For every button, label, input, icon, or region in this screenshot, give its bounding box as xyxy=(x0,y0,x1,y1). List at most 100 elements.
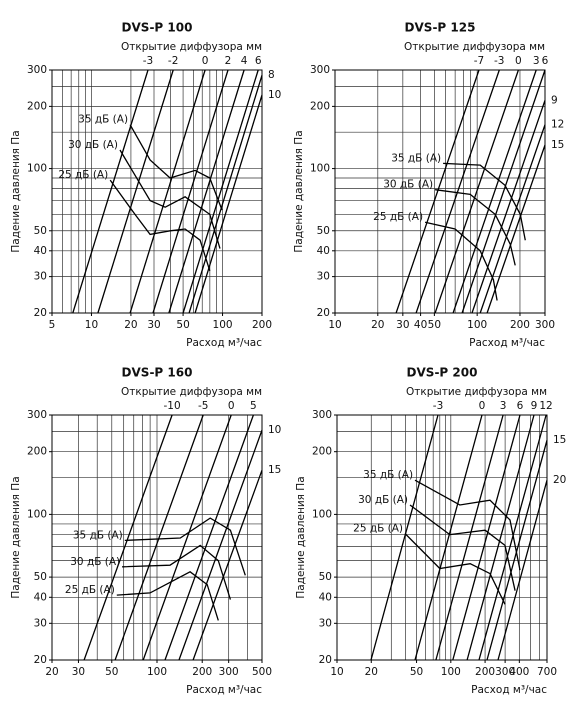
opening-label: 5 xyxy=(250,400,257,412)
opening-line xyxy=(142,414,232,661)
x-axis-label: Расход м³/час xyxy=(469,337,545,349)
x-axis-label: Расход м³/час xyxy=(186,337,262,349)
opening-label: 2 xyxy=(225,55,232,67)
noise-curve xyxy=(129,124,223,211)
noise-label: 25 дБ (A) xyxy=(58,169,108,181)
x-tick-label: 10 xyxy=(328,319,341,331)
opening-line xyxy=(395,69,480,314)
y-tick-label: 100 xyxy=(312,508,332,520)
x-tick-label: 20 xyxy=(45,666,58,678)
chart-panel: DVS-P 200 Открытие диффузора мм Расход м³/… xyxy=(295,366,566,697)
opening-label: 6 xyxy=(517,400,524,412)
opening-label: -3 xyxy=(494,55,504,67)
noise-curve xyxy=(409,504,516,591)
x-tick-label: 400 xyxy=(509,666,529,678)
noise-label: 25 дБ (A) xyxy=(373,211,423,223)
top-axis-label: Открытие диффузора мм xyxy=(121,41,262,53)
noise-label: 30 дБ (A) xyxy=(383,179,433,191)
y-tick-label: 30 xyxy=(317,271,330,283)
plot-frame xyxy=(336,414,548,661)
noise-curve xyxy=(443,162,526,241)
y-tick-label: 40 xyxy=(34,591,47,603)
opening-line xyxy=(497,480,548,661)
noise-label: 30 дБ (A) xyxy=(68,139,118,151)
opening-label: 10 xyxy=(268,424,281,436)
top-axis-label: Открытие диффузора мм xyxy=(404,41,545,53)
opening-label: -5 xyxy=(198,400,208,412)
x-axis-label: Расход м³/час xyxy=(471,684,547,696)
opening-label: 0 xyxy=(515,55,522,67)
chart-panel: DVS-P 100 Открытие диффузора мм Расход м³/… xyxy=(10,21,281,350)
y-tick-label: 300 xyxy=(27,409,47,421)
y-axis-label: Падение давления Па xyxy=(10,130,22,252)
x-tick-label: 100 xyxy=(467,319,487,331)
opening-line xyxy=(414,414,483,661)
y-tick-label: 50 xyxy=(319,571,332,583)
y-tick-label: 30 xyxy=(34,617,47,629)
noise-label: 35 дБ (A) xyxy=(391,152,441,164)
opening-line xyxy=(435,414,504,661)
opening-line xyxy=(479,124,546,314)
opening-label: 15 xyxy=(551,139,564,151)
x-tick-label: 50 xyxy=(105,666,118,678)
noise-curve xyxy=(435,189,516,266)
opening-label: 10 xyxy=(268,89,281,101)
opening-label: 12 xyxy=(551,119,564,131)
x-tick-label: 10 xyxy=(85,319,98,331)
opening-label: 15 xyxy=(553,434,566,446)
x-tick-label: 100 xyxy=(441,666,461,678)
opening-line xyxy=(72,69,149,314)
opening-label: 6 xyxy=(542,55,549,67)
chart-panel: DVS-P 160 Открытие диффузора мм Расход м³/… xyxy=(10,366,281,697)
opening-line xyxy=(466,414,535,661)
x-tick-label: 100 xyxy=(213,319,233,331)
x-tick-label: 300 xyxy=(219,666,239,678)
noise-curve xyxy=(404,533,506,605)
opening-label: 12 xyxy=(539,400,552,412)
y-tick-label: 200 xyxy=(27,446,47,458)
opening-line xyxy=(152,69,229,314)
noise-curve xyxy=(124,517,246,576)
opening-line xyxy=(471,100,546,314)
y-tick-label: 20 xyxy=(34,307,47,319)
x-tick-label: 30 xyxy=(72,666,85,678)
opening-label: 9 xyxy=(551,94,558,106)
x-tick-label: 500 xyxy=(252,666,272,678)
y-tick-label: 50 xyxy=(34,571,47,583)
x-tick-label: 10 xyxy=(330,666,343,678)
noise-label: 35 дБ (A) xyxy=(78,114,128,126)
opening-label: 15 xyxy=(268,464,281,476)
opening-line xyxy=(114,414,204,661)
opening-label: 0 xyxy=(228,400,235,412)
x-tick-label: 40 xyxy=(414,319,427,331)
noise-label: 30 дБ (A) xyxy=(70,556,120,568)
chart-title: DVS-P 100 xyxy=(122,21,193,35)
opening-line xyxy=(164,414,255,661)
y-tick-label: 50 xyxy=(317,225,330,237)
chart-title: DVS-P 125 xyxy=(405,21,476,35)
opening-label: 0 xyxy=(202,55,209,67)
x-tick-label: 20 xyxy=(124,319,137,331)
opening-line xyxy=(97,69,174,314)
opening-line xyxy=(486,440,548,661)
x-tick-label: 20 xyxy=(371,319,384,331)
chart-panel: DVS-P 125 Открытие диффузора мм Расход м³/… xyxy=(293,21,564,350)
x-tick-label: 200 xyxy=(192,666,212,678)
opening-line xyxy=(129,69,206,314)
opening-label: -10 xyxy=(163,400,180,412)
y-tick-label: 40 xyxy=(317,245,330,257)
y-axis-label: Падение давления Па xyxy=(10,476,22,598)
opening-label: 9 xyxy=(531,400,538,412)
y-tick-label: 100 xyxy=(310,163,330,175)
noise-label: 35 дБ (A) xyxy=(363,469,413,481)
plot-frame xyxy=(334,69,546,314)
y-tick-label: 20 xyxy=(319,654,332,666)
opening-line xyxy=(168,69,245,314)
noise-curve xyxy=(122,544,232,600)
opening-label: 3 xyxy=(533,55,540,67)
y-tick-label: 20 xyxy=(34,654,47,666)
opening-line xyxy=(370,414,439,661)
x-tick-label: 50 xyxy=(176,319,189,331)
noise-curve xyxy=(119,149,221,249)
